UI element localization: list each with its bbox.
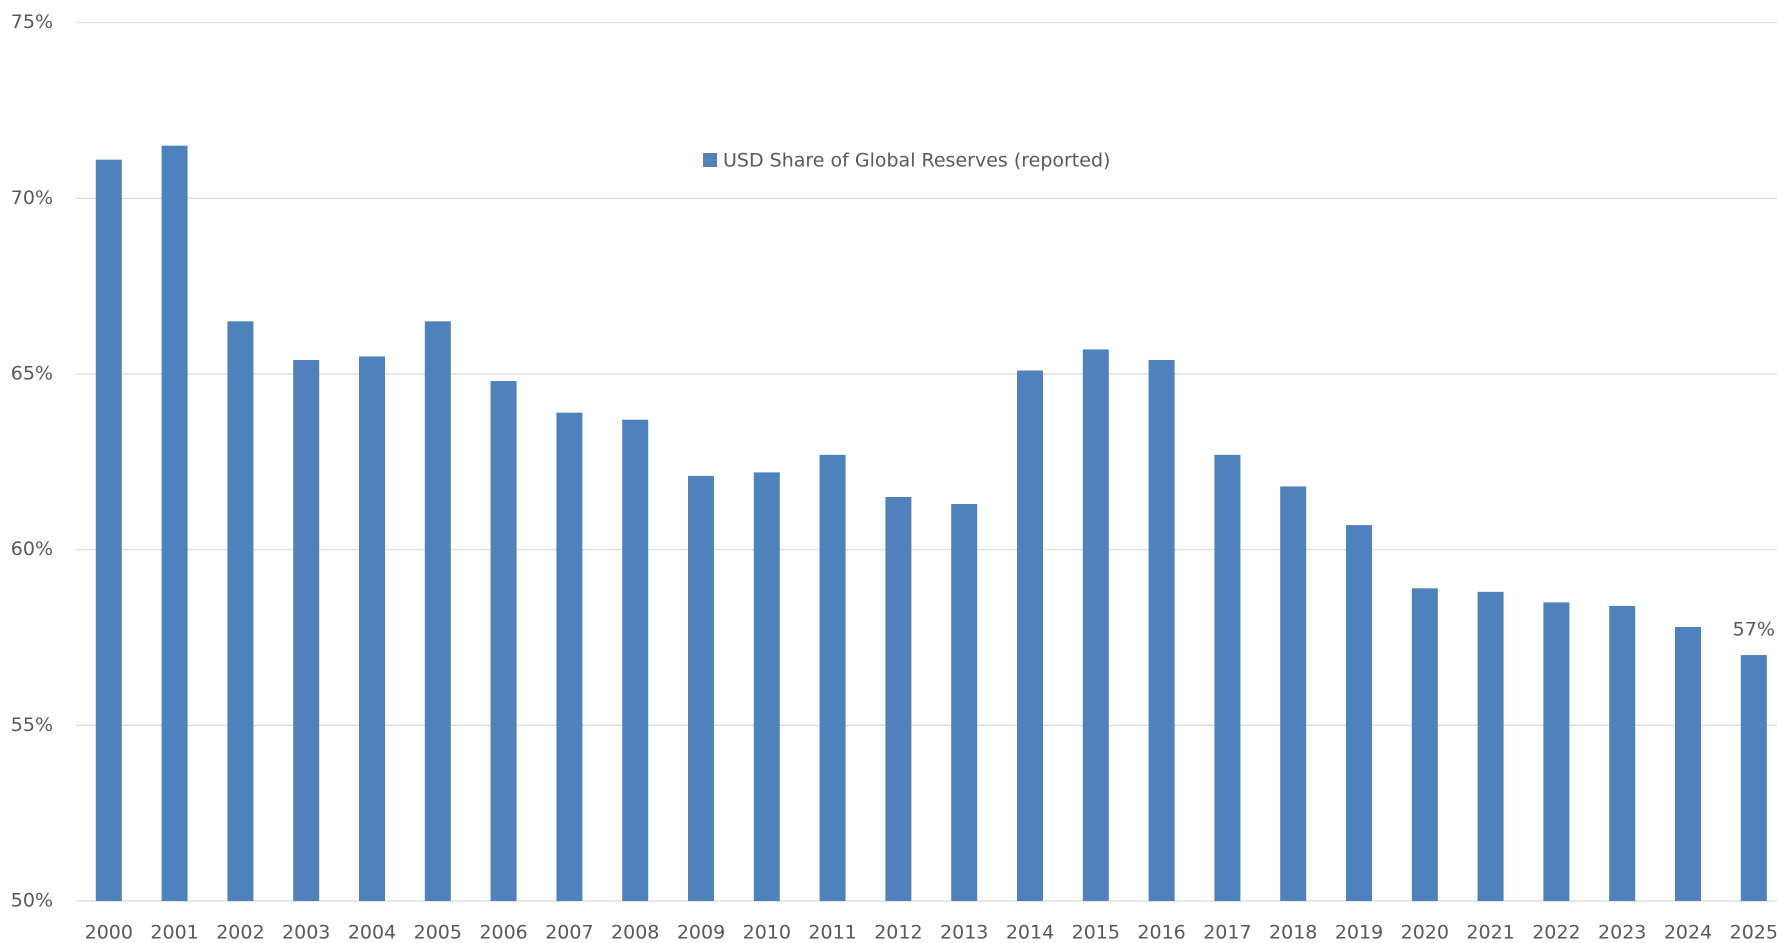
bar [1411,588,1438,901]
bar [1017,370,1043,901]
bar [1675,626,1701,901]
x-tick-label: 2008 [611,922,659,943]
x-tick-label: 2002 [216,922,264,943]
x-tick-label: 2000 [85,922,133,943]
x-tick-label: 2003 [282,922,330,943]
bar [885,496,912,901]
x-tick-label: 2001 [150,922,198,943]
bar [951,504,978,901]
data-label: 57% [1733,619,1775,641]
bar [1148,359,1175,902]
x-tick-label: 2013 [940,922,988,943]
bar [1214,454,1241,901]
bar [359,356,385,902]
legend-swatch [703,153,717,167]
x-tick-label: 2004 [348,922,396,943]
bar [1082,349,1109,901]
bar [1740,655,1767,901]
x-tick-label: 2011 [808,922,856,943]
bar [227,321,254,901]
y-tick-label: 75% [11,11,53,33]
bar [424,321,451,901]
y-tick-label: 60% [11,538,53,560]
x-tick-label: 2016 [1137,922,1185,943]
x-tick-label: 2023 [1598,922,1646,943]
x-tick-label: 2018 [1269,922,1317,943]
x-tick-label: 2007 [545,922,593,943]
x-tick-label: 2009 [677,922,725,943]
bar [95,159,122,902]
x-tick-label: 2020 [1401,922,1449,943]
x-tick-label: 2022 [1532,922,1580,943]
bar [1477,591,1504,901]
y-tick-label: 70% [11,187,53,209]
x-tick-label: 2019 [1335,922,1383,943]
bar [622,419,649,901]
bar [819,454,846,901]
bar [1543,602,1570,901]
bar [688,475,714,901]
x-tick-label: 2010 [743,922,791,943]
x-tick-label: 2024 [1664,922,1712,943]
x-tick-label: 2005 [414,922,462,943]
y-tick-label: 65% [11,363,53,385]
y-tick-label: 50% [11,890,53,912]
y-tick-label: 55% [11,714,53,736]
x-tick-label: 2012 [874,922,922,943]
bar [753,472,780,901]
x-tick-label: 2006 [479,922,527,943]
bar [161,145,188,902]
x-tick-label: 2017 [1203,922,1251,943]
bar [556,412,583,901]
legend-label: USD Share of Global Reserves (reported) [723,150,1110,172]
bar [293,359,320,902]
x-tick-label: 2025 [1730,922,1777,943]
bar [1346,525,1372,901]
bar [1609,605,1636,901]
x-tick-label: 2021 [1466,922,1514,943]
bar [1280,486,1307,901]
x-tick-label: 2014 [1006,922,1054,943]
x-tick-label: 2015 [1072,922,1120,943]
bar [490,381,517,901]
